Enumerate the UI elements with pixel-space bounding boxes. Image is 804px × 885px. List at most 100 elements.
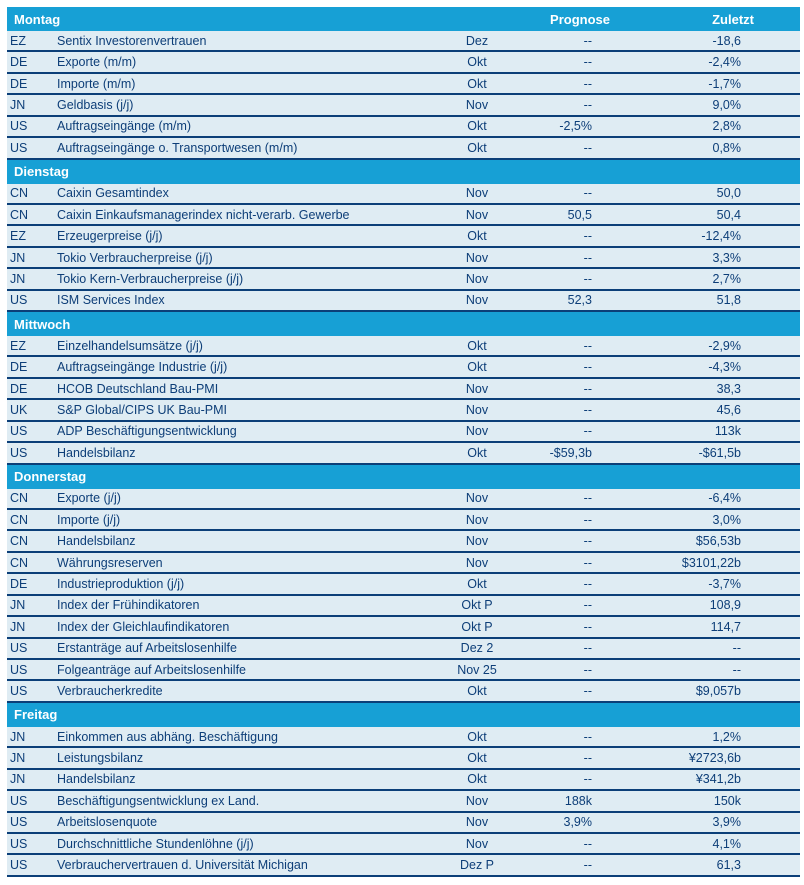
forecast-value: -- <box>583 858 592 873</box>
forecast-value: -- <box>583 512 592 527</box>
period-cell: Nov <box>465 424 489 439</box>
country-code: JN <box>10 598 26 613</box>
forecast-value: -- <box>583 186 592 201</box>
last-value: 150k <box>713 793 741 808</box>
last-value: 45,6 <box>716 403 741 418</box>
calendar-row: UK S&P Global/CIPS UK Bau-PMI Nov -- 45,6 <box>7 400 800 422</box>
country-code: DE <box>10 360 28 375</box>
last-value: 2,7% <box>712 271 742 286</box>
last-value: 3,3% <box>712 250 742 265</box>
forecast-value: -- <box>583 403 592 418</box>
country-code: CN <box>10 207 29 222</box>
country-code: DE <box>10 576 28 591</box>
last-value: -- <box>732 641 741 656</box>
day-section-header-donnerstag: Donnerstag <box>7 464 800 489</box>
country-code: CN <box>10 186 29 201</box>
indicator-name: Handelsbilanz <box>57 534 136 549</box>
period-cell: Dez P <box>459 858 495 873</box>
forecast-value: -- <box>583 772 592 787</box>
forecast-value: -- <box>583 750 592 765</box>
indicator-name: ISM Services Index <box>57 293 165 308</box>
calendar-row: US Folgeanträge auf Arbeitslosenhilfe Nov … <box>7 659 800 682</box>
forecast-value: 188k <box>564 793 592 808</box>
period-cell: Nov <box>465 403 489 418</box>
period-cell: Dez 2 <box>460 641 494 656</box>
period-cell: Nov 25 <box>457 662 497 677</box>
country-code: US <box>10 140 28 155</box>
last-value: 3,0% <box>712 512 742 527</box>
calendar-row: US Beschäftigungsentwicklung ex Land. Nov 1… <box>7 791 800 813</box>
forecast-value: -- <box>583 140 592 155</box>
period-cell: Okt P <box>461 598 493 613</box>
period-cell: Nov <box>465 815 489 830</box>
forecast-value: -- <box>583 229 592 244</box>
country-code: DE <box>10 76 28 91</box>
country-code: JN <box>10 619 26 634</box>
calendar-row: US Durchschnittliche Stundenlöhne (j/j) No… <box>7 833 800 856</box>
country-code: JN <box>10 271 26 286</box>
indicator-name: Caixin Gesamtindex <box>57 186 169 201</box>
last-value: 4,1% <box>712 836 742 851</box>
calendar-row: CN Caixin Gesamtindex Nov -- 50,0 <box>7 183 800 205</box>
indicator-name: Handelsbilanz <box>57 772 136 787</box>
country-code: US <box>10 119 28 134</box>
last-value: 1,2% <box>712 729 742 744</box>
period-cell: Nov <box>465 271 489 286</box>
country-code: JN <box>10 729 26 744</box>
indicator-name: Auftragseingänge o. Transportwesen (m/m) <box>57 140 298 155</box>
calendar-row: DE HCOB Deutschland Bau-PMI Nov -- 38,3 <box>7 378 800 401</box>
indicator-name: Exporte (m/m) <box>57 55 137 70</box>
indicator-name: Index der Gleichlaufindikatoren <box>57 619 230 634</box>
calendar-row: US Handelsbilanz Okt -$59,3b -$61,5b <box>7 443 800 465</box>
indicator-name: Caixin Einkaufsmanagerindex nicht-verarb… <box>57 207 350 222</box>
country-code: DE <box>10 381 28 396</box>
calendar-row: US Arbeitslosenquote Nov 3,9% 3,9% <box>7 812 800 834</box>
indicator-name: Exporte (j/j) <box>57 491 121 506</box>
calendar-row: CN Exporte (j/j) Nov -- -6,4% <box>7 488 800 511</box>
forecast-value: -- <box>583 598 592 613</box>
indicator-name: Einzelhandelsumsätze (j/j) <box>57 338 203 353</box>
indicator-name: Auftragseingänge (m/m) <box>57 119 192 134</box>
period-cell: Nov <box>465 250 489 265</box>
period-cell: Nov <box>465 555 489 570</box>
indicator-name: Einkommen aus abhäng. Beschäftigung <box>57 729 278 744</box>
country-code: US <box>10 793 28 808</box>
indicator-name: Auftragseingänge Industrie (j/j) <box>57 360 228 375</box>
last-value: -3,7% <box>708 576 741 591</box>
period-cell: Okt <box>467 55 487 70</box>
forecast-value: -- <box>583 662 592 677</box>
indicator-name: Sentix Investorenvertrauen <box>57 33 207 48</box>
indicator-name: Währungsreserven <box>57 555 163 570</box>
indicator-name: Arbeitslosenquote <box>57 815 158 830</box>
calendar-row: CN Importe (j/j) Nov -- 3,0% <box>7 510 800 532</box>
country-code: US <box>10 445 28 460</box>
country-code: JN <box>10 97 26 112</box>
country-code: CN <box>10 555 29 570</box>
calendar-row: JN Handelsbilanz Okt -- ¥341,2b <box>7 769 800 792</box>
indicator-name: Importe (m/m) <box>57 76 136 91</box>
calendar-row: DE Auftragseingänge Industrie (j/j) Okt -- -… <box>7 357 800 379</box>
period-cell: Nov <box>465 512 489 527</box>
calendar-row: CN Caixin Einkaufsmanagerindex nicht-vera… <box>7 204 800 227</box>
last-value: 50,0 <box>716 186 741 201</box>
calendar-row: JN Index der Frühindikatoren Okt P -- 108,9 <box>7 595 800 618</box>
calendar-row: US Erstanträge auf Arbeitslosenhilfe Dez 2… <box>7 638 800 660</box>
forecast-value: -- <box>583 381 592 396</box>
period-cell: Okt <box>467 445 487 460</box>
calendar-row: US Auftragseingänge (m/m) Okt -2,5% 2,8% <box>7 116 800 139</box>
calendar-row: DE Importe (m/m) Okt -- -1,7% <box>7 73 800 96</box>
calendar-row: US Verbrauchervertrauen d. Universität Mi… <box>7 855 800 877</box>
indicator-name: Erzeugerpreise (j/j) <box>57 229 163 244</box>
indicator-name: Tokio Verbraucherpreise (j/j) <box>57 250 213 265</box>
period-cell: Nov <box>465 793 489 808</box>
forecast-value: -- <box>583 729 592 744</box>
last-value: ¥2723,6b <box>688 750 741 765</box>
forecast-column-header: Prognose <box>550 11 610 27</box>
period-cell: Nov <box>465 186 489 201</box>
forecast-value: -- <box>583 33 592 48</box>
last-value: 38,3 <box>716 381 741 396</box>
country-code: JN <box>10 750 26 765</box>
forecast-value: -- <box>583 271 592 286</box>
indicator-name: Leistungsbilanz <box>57 750 144 765</box>
last-value: $56,53b <box>695 534 741 549</box>
